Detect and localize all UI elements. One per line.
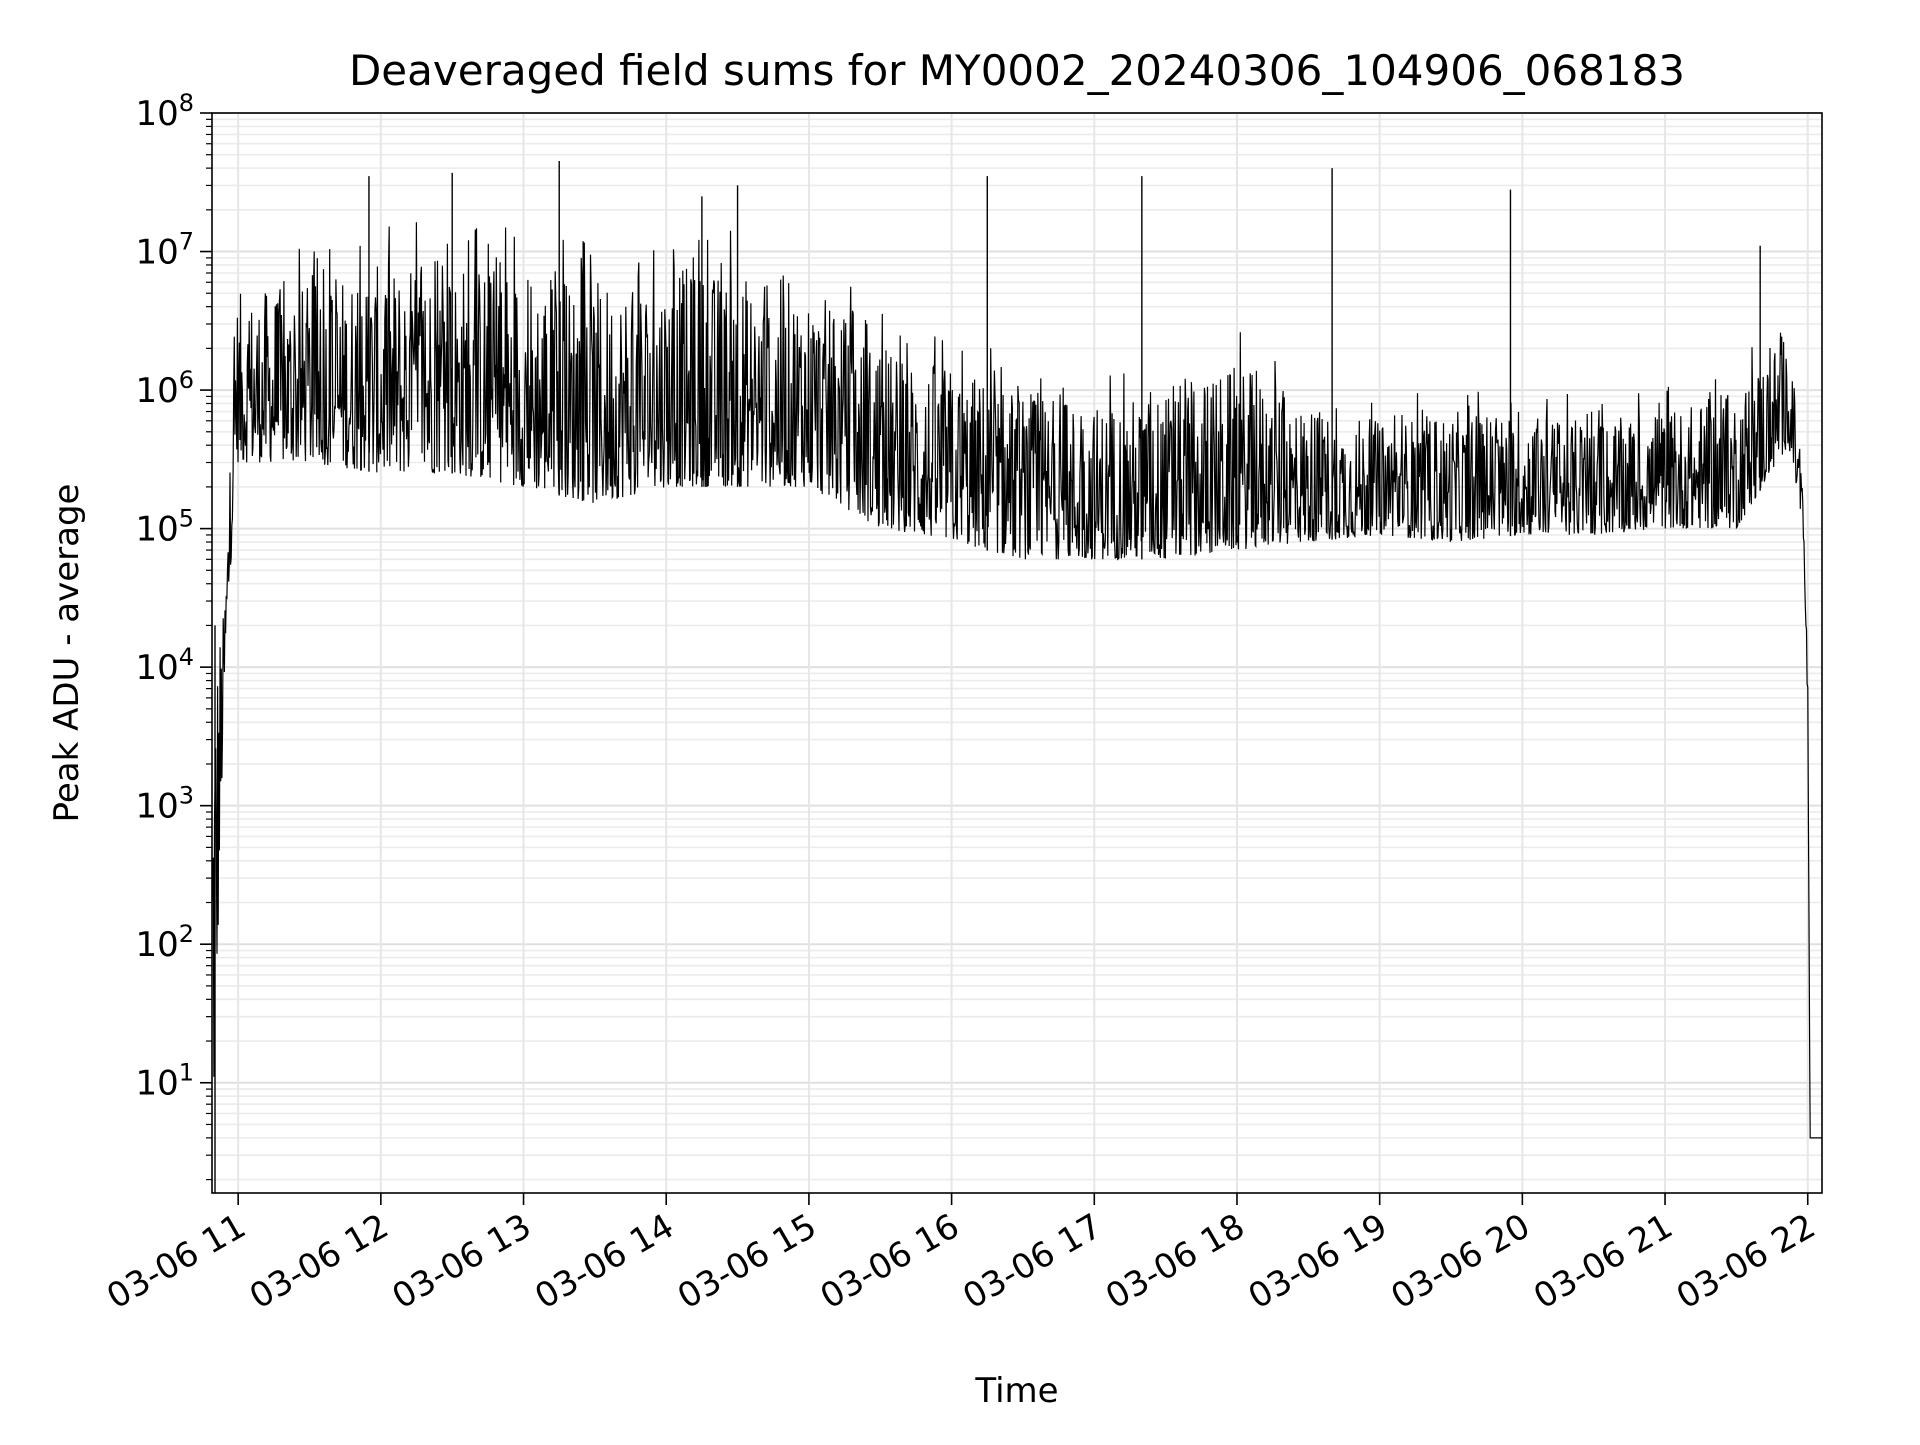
chart-title: Deaveraged field sums for MY0002_2024030… — [349, 46, 1685, 95]
y-tick-label: 105 — [135, 505, 194, 550]
y-tick-label: 103 — [135, 782, 194, 827]
y-tick-label: 101 — [135, 1059, 194, 1104]
y-axis-label: Peak ADU - average — [47, 484, 87, 823]
plot-area — [212, 161, 1822, 1193]
y-tick-label: 108 — [135, 89, 194, 134]
axes-frame — [211, 112, 1823, 1194]
y-tick-label: 107 — [135, 228, 194, 273]
y-tick-label: 104 — [135, 643, 194, 688]
y-tick-label: 106 — [135, 366, 194, 411]
y-tick-label: 102 — [135, 920, 194, 965]
x-axis-label: Time — [974, 1371, 1058, 1411]
data-series-line — [212, 222, 1822, 1139]
